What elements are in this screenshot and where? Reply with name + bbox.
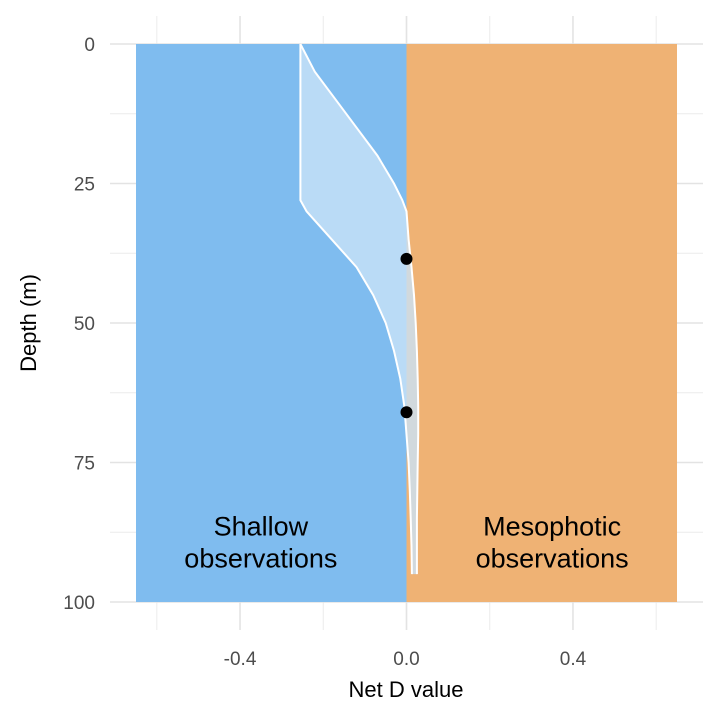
y-tick-label: 25 [74,175,95,196]
band-lower-line [299,44,413,575]
x-tick-label: 0.0 [393,649,419,670]
y-axis-title: Depth (m) [16,274,41,372]
region-label-line: observations [184,543,337,573]
region-label-shallow: Shallow observations [184,511,337,573]
region-label-mesophotic: Mesophotic observations [476,511,629,573]
x-tick-label: -0.4 [224,649,257,670]
crossover-point [400,406,413,419]
crossover-point [400,252,413,265]
y-tick-label: 100 [63,593,95,614]
y-tick-label: 50 [74,314,95,335]
net-d-band [299,43,420,575]
x-axis-title: Net D value [349,677,464,702]
x-axis-ticks: -0.4 0.0 0.4 [224,649,587,670]
region-label-line: observations [476,543,629,573]
band-upper-line [299,43,420,575]
region-label-line: Mesophotic [483,511,621,541]
y-tick-label: 75 [74,454,95,475]
region-mesophotic [406,44,677,602]
y-axis-ticks: 0 25 50 75 100 [63,35,95,614]
region-label-line: Shallow [214,511,309,541]
y-tick-label: 0 [84,35,95,56]
data-points [400,252,413,419]
x-tick-label: 0.4 [560,649,587,670]
